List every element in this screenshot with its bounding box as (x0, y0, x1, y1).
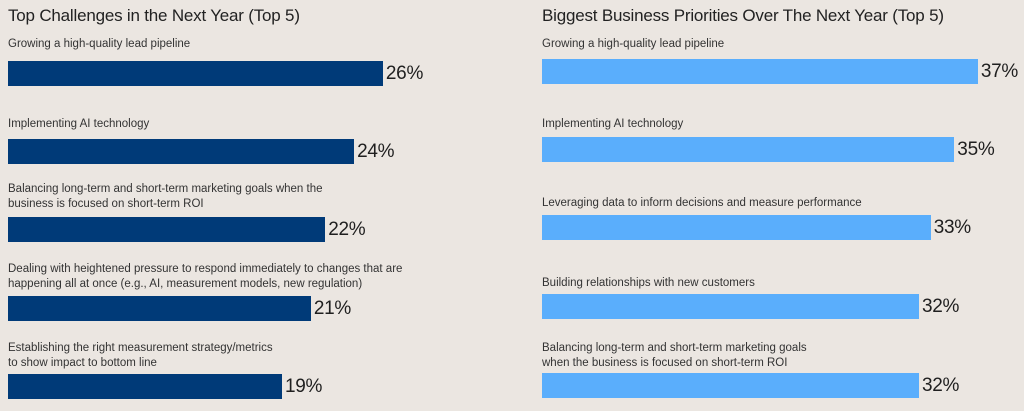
priorities-chart: Biggest Business Priorities Over The Nex… (512, 0, 1024, 411)
value-label: 26% (385, 63, 424, 84)
value-label: 24% (357, 141, 395, 162)
value-label: 35% (957, 139, 995, 160)
bar (8, 296, 311, 321)
bar (542, 215, 931, 240)
category-label: Growing a high-quality lead pipeline (8, 38, 191, 50)
value-label: 37% (980, 61, 1018, 82)
category-label: Leveraging data to inform decisions and … (542, 197, 862, 209)
chart-title: Biggest Business Priorities Over The Nex… (542, 6, 944, 25)
value-label: 32% (921, 296, 960, 317)
challenges-chart: Top Challenges in the Next Year (Top 5) … (8, 6, 424, 399)
category-label: Implementing AI technology (8, 118, 150, 130)
bar (8, 139, 355, 164)
bar (8, 61, 383, 86)
bar (8, 374, 282, 399)
category-label: Establishing the right measurement strat… (8, 342, 273, 369)
bar (542, 294, 919, 319)
bar (542, 137, 955, 162)
category-label: Balancing long-term and short-term marke… (8, 183, 323, 210)
category-label: Balancing long-term and short-term marke… (542, 342, 807, 369)
category-label: Implementing AI technology (542, 118, 684, 130)
chart-title: Top Challenges in the Next Year (Top 5) (8, 6, 300, 25)
bar (542, 59, 978, 84)
category-label: Dealing with heightened pressure to resp… (8, 263, 403, 290)
value-label: 22% (328, 219, 366, 240)
category-label: Growing a high-quality lead pipeline (542, 38, 725, 50)
value-label: 21% (313, 298, 351, 319)
value-label: 33% (933, 217, 971, 238)
value-label: 32% (921, 375, 960, 396)
category-label: Building relationships with new customer… (542, 277, 755, 289)
value-label: 19% (284, 376, 323, 397)
bar (8, 217, 326, 242)
bar (542, 373, 919, 398)
